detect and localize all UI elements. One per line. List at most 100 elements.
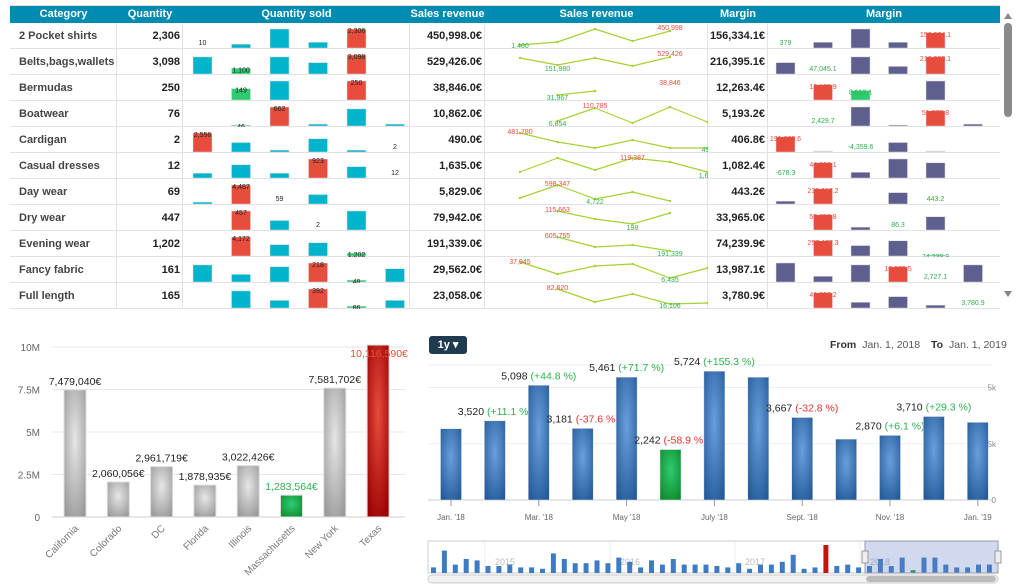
table-row[interactable]: Casual dresses 12 923 12 1,635.0€ 1,635 11…: [10, 153, 1000, 180]
month-bar[interactable]: [967, 422, 989, 501]
navigator-handle-left[interactable]: [861, 550, 869, 564]
revenue-cell: 23,058.0€: [410, 283, 485, 309]
navigator-bar: [790, 554, 796, 573]
quantity-cell: 1,202: [117, 231, 183, 257]
x-tick-label: California: [43, 523, 81, 561]
bar: [850, 245, 871, 257]
spark-segment: [632, 293, 671, 305]
bar: [192, 56, 213, 75]
navigator-scroll-thumb[interactable]: [866, 576, 996, 582]
max-bar: [346, 80, 367, 101]
max-bar: [775, 136, 796, 153]
month-bar[interactable]: [923, 416, 945, 501]
revenue-sparkline: 1,635 119,387: [485, 153, 716, 180]
state-bar[interactable]: [106, 481, 130, 518]
month-bar[interactable]: [703, 370, 726, 501]
header-margin-chart[interactable]: Margin: [865, 8, 903, 20]
table-row[interactable]: Cardigan 2 2,556 2 490.0€ 490 481,780 406.…: [10, 127, 1000, 154]
bar-label: 8,612.1: [849, 90, 872, 97]
bar: [269, 56, 290, 75]
month-bar[interactable]: [484, 420, 506, 501]
y-tick-label: 2.5M: [18, 471, 40, 482]
spark-segment: [557, 288, 596, 303]
y-tick-label: 7.5M: [18, 386, 40, 397]
navigator-selection[interactable]: [864, 540, 999, 574]
max-bar: [925, 110, 946, 127]
bar-label: 12: [391, 170, 399, 177]
table-row[interactable]: Dry wear 447 457 2 79,942.0€ 198 115,663 3…: [10, 205, 1000, 232]
bar-label: 16,975.5: [884, 266, 911, 273]
spark-min-label: 191,339: [657, 251, 682, 257]
state-bar[interactable]: [236, 465, 260, 518]
bar-label: -4,359.6: [848, 144, 874, 151]
spark-segment: [632, 191, 671, 202]
navigator-bar: [540, 568, 545, 573]
navigator-scrollbar[interactable]: [427, 574, 999, 584]
navigator-handle-right[interactable]: [994, 550, 1002, 564]
revenue-cell: 38,846.0€: [410, 75, 485, 101]
state-bar[interactable]: [150, 466, 174, 518]
month-bar[interactable]: [528, 385, 550, 501]
margin-minichart: -678.3 44,968.1: [768, 153, 1000, 179]
navigator-bar: [801, 568, 807, 573]
scroll-up-icon[interactable]: [1004, 13, 1012, 19]
spark-segment: [557, 157, 596, 171]
margin-cell: 156,334.1€: [708, 23, 768, 49]
month-bar[interactable]: [571, 428, 594, 501]
quantity-minichart: 4,487 59: [183, 179, 410, 205]
month-bar[interactable]: [791, 417, 813, 501]
bar-value-label: 2,961,719€: [135, 453, 188, 465]
navigator-bar: [845, 564, 851, 573]
header-revenue[interactable]: Sales revenue: [410, 8, 485, 20]
navigator-bar: [474, 560, 480, 573]
header-quantity-chart[interactable]: Quantity sold: [261, 8, 332, 20]
bar-change-label: 3,181 (-37.6 %): [547, 413, 619, 425]
state-bar[interactable]: [323, 387, 347, 518]
margin-minichart: 16,975.5 2,727.1: [768, 257, 1000, 283]
month-bar[interactable]: [747, 376, 770, 501]
header-margin[interactable]: Margin: [719, 8, 757, 20]
range-selector-button[interactable]: 1y ▾: [429, 336, 467, 354]
bar-label: 3,780.9: [961, 300, 984, 307]
table-row[interactable]: Fancy fabric 161 218 48 29,562.0€ 6,435 37…: [10, 257, 1000, 286]
header-category[interactable]: Category: [39, 8, 88, 20]
table-row[interactable]: Full length 165 392 86 23,058.0€ 16,106 82…: [10, 283, 1000, 312]
state-bar[interactable]: [366, 344, 390, 518]
table-row[interactable]: Day wear 69 4,487 59 5,829.0€ 4,722 598,34…: [10, 179, 1000, 206]
margin-cell: 3,780.9€: [708, 283, 768, 309]
max-bar: [925, 56, 946, 75]
bar: [888, 42, 908, 49]
table-row[interactable]: Bermudas 250 149 250 38,846.0€ 31,967 38,8…: [10, 75, 1000, 102]
table-scrollbar[interactable]: [1001, 5, 1015, 305]
navigator-bar: [529, 567, 535, 573]
state-bar[interactable]: [193, 484, 217, 518]
month-bar[interactable]: [659, 449, 682, 501]
category-cell: Evening wear: [10, 231, 117, 257]
header-quantity[interactable]: Quantity sold: [127, 8, 173, 37]
caret-down-icon: ▾: [452, 339, 459, 351]
scroll-down-icon[interactable]: [1004, 291, 1012, 297]
to-date-input[interactable]: Jan. 1, 2019: [949, 339, 1007, 351]
to-label: To: [930, 339, 944, 351]
table-row[interactable]: Evening wear 1,202 4,172 1,202 191,339.0€…: [10, 231, 1000, 261]
header-revenue-chart[interactable]: Sales revenue: [559, 8, 634, 20]
x-tick-label: New York: [303, 523, 341, 561]
month-bar[interactable]: [879, 435, 901, 501]
bar: [346, 149, 367, 153]
spark-segment: [519, 41, 558, 46]
bar: [813, 150, 833, 153]
bar-value-label: 3,022,426€: [222, 452, 275, 464]
state-bar[interactable]: [280, 494, 303, 518]
state-bar[interactable]: [63, 389, 87, 518]
category-cell: 2 Pocket shirts: [10, 23, 117, 49]
month-bar[interactable]: [835, 438, 857, 501]
quantity-cell: 12: [117, 153, 183, 179]
month-bar[interactable]: [440, 428, 462, 501]
table-row[interactable]: Boatwear 76 46662 10,862.0€ 6,854 110,785…: [10, 101, 1000, 131]
table-row[interactable]: Belts,bags,wallets 3,098 1,100 3,098 529,…: [10, 49, 1000, 75]
margin-cell: 5,193.2€: [708, 101, 768, 127]
navigator-bar: [431, 567, 436, 573]
table-row[interactable]: 2 Pocket shirts 2,306 10 2,306 450,998.0€…: [10, 23, 1000, 50]
scroll-thumb[interactable]: [1004, 23, 1012, 117]
from-date-input[interactable]: Jan. 1, 2018: [862, 339, 921, 351]
